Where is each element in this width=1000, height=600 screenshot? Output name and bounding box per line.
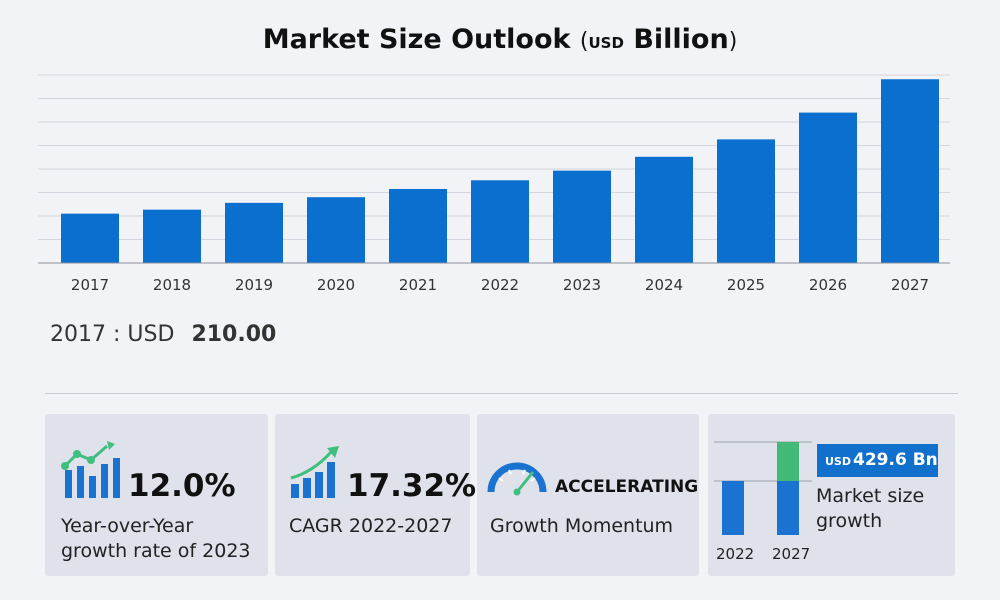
growth-chart-icon — [61, 441, 120, 498]
bar-2019 — [225, 202, 283, 263]
bar-trend-icon — [290, 446, 339, 498]
bar-chart: 2017 2018 2019 2020 2021 2022 2023 2024 2025 2026… — [38, 74, 950, 294]
badge-currency: USD — [825, 455, 851, 468]
mini-bar-2027-growth — [777, 442, 799, 481]
chart-title: Market Size Outlook (USD Billion) — [0, 24, 1000, 55]
yoy-desc: Year-over-Year growth rate of 2023 — [61, 514, 251, 564]
mini-bar-2022 — [722, 481, 744, 535]
title-paren-open: ( — [579, 29, 589, 54]
kpi-currency: USD — [127, 322, 175, 347]
kpi-year: 2017 — [50, 322, 106, 347]
title-unit: Billion — [633, 24, 729, 55]
growth-desc: Market size growth — [816, 484, 924, 534]
yoy-desc-line1: Year-over-Year — [61, 515, 194, 537]
cagr-desc: CAGR 2022-2027 — [289, 515, 453, 537]
card-momentum: ACCELERATING Growth Momentum — [477, 414, 699, 576]
kpi-sep: : — [113, 322, 121, 347]
title-currency: USD — [588, 34, 624, 52]
bars — [61, 79, 939, 263]
growth-desc-line2: growth — [816, 510, 883, 532]
momentum-value: ACCELERATING — [555, 477, 699, 497]
card-growth: 2022 2027 Market size growth — [708, 414, 955, 576]
x-tick-label-2017: 2017 — [71, 276, 109, 294]
bar-2024 — [635, 156, 693, 263]
cagr-value: 17.32% — [347, 468, 477, 504]
title-paren-close: ) — [728, 29, 738, 54]
mini-year-start: 2022 — [716, 545, 755, 563]
mini-year-end: 2027 — [772, 545, 811, 563]
bar-2026 — [799, 112, 857, 263]
momentum-desc: Growth Momentum — [490, 515, 674, 537]
x-tick-label-2024: 2024 — [645, 276, 683, 294]
bar-2020 — [307, 197, 365, 263]
yoy-value: 12.0% — [128, 468, 236, 504]
x-tick-label-2023: 2023 — [563, 276, 601, 294]
card-cagr: 17.32% CAGR 2022-2027 — [275, 414, 476, 576]
x-tick-label-2026: 2026 — [809, 276, 847, 294]
bar-2025 — [717, 139, 775, 263]
x-tick-label-2019: 2019 — [235, 276, 273, 294]
x-tick-label-2027: 2027 — [891, 276, 929, 294]
bar-2021 — [389, 188, 447, 263]
card-yoy: 12.0% Year-over-Year growth rate of 2023 — [45, 414, 268, 576]
growth-mini-chart — [714, 441, 812, 535]
kpi-value: 210.00 — [191, 322, 277, 347]
bar-2018 — [143, 209, 201, 263]
mini-bar-2027-base — [777, 481, 799, 535]
bar-2022 — [471, 180, 529, 263]
speedometer-icon — [487, 462, 547, 496]
growth-desc-line1: Market size — [816, 485, 925, 507]
bar-2017 — [61, 213, 119, 263]
section-divider — [45, 393, 958, 394]
x-tick-label-2021: 2021 — [399, 276, 437, 294]
x-tick-labels: 2017 2018 2019 2020 2021 2022 2023 2024 2025 2026… — [71, 276, 929, 294]
badge-value: 429.6 Bn — [853, 450, 938, 470]
bar-2027 — [881, 79, 939, 263]
x-tick-label-2025: 2025 — [727, 276, 765, 294]
yoy-desc-line2: growth rate of 2023 — [61, 540, 251, 562]
x-tick-label-2018: 2018 — [153, 276, 191, 294]
title-main: Market Size Outlook — [262, 24, 571, 55]
base-year-value: 2017 : USD 210.00 — [50, 322, 276, 347]
x-tick-label-2020: 2020 — [317, 276, 355, 294]
x-tick-label-2022: 2022 — [481, 276, 519, 294]
growth-value-badge: USD 429.6 Bn — [817, 444, 938, 477]
bar-2023 — [553, 170, 611, 263]
